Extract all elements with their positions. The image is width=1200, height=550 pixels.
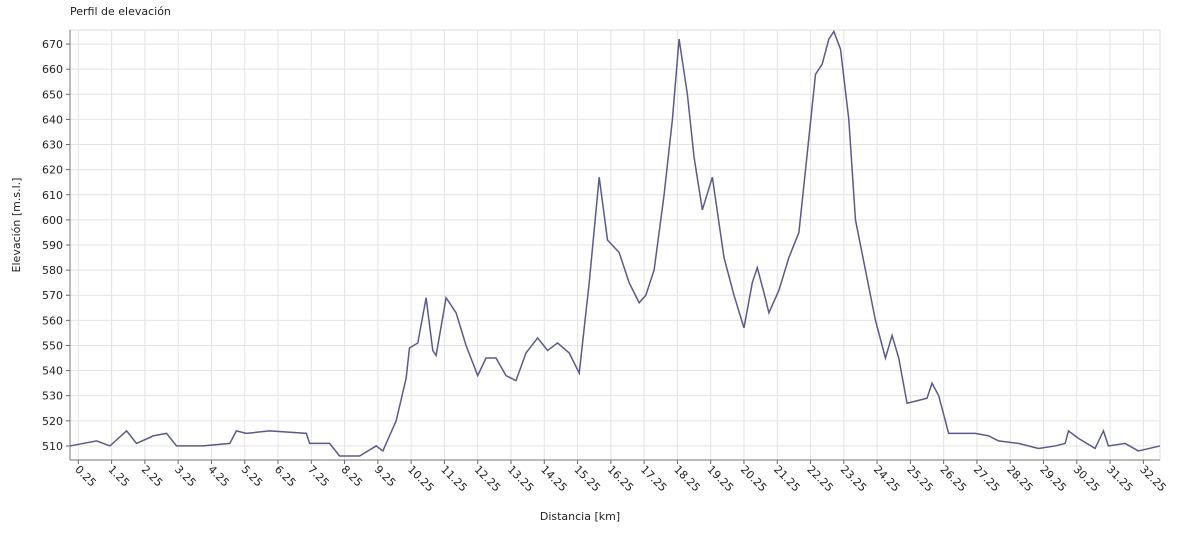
x-tick-label: 11.25 bbox=[438, 463, 469, 494]
chart-title: Perfil de elevación bbox=[70, 5, 171, 18]
y-tick-label: 570 bbox=[42, 289, 63, 302]
x-tick-label: 23.25 bbox=[838, 463, 869, 494]
x-tick-label: 19.25 bbox=[705, 463, 736, 494]
x-tick-label: 13.25 bbox=[505, 463, 536, 494]
y-tick-label: 520 bbox=[42, 415, 63, 428]
x-tick-label: 1.25 bbox=[105, 463, 132, 490]
x-tick-label: 28.25 bbox=[1004, 463, 1035, 494]
x-tick-label: 14.25 bbox=[538, 463, 569, 494]
x-tick-label: 22.25 bbox=[804, 463, 835, 494]
x-tick-label: 20.25 bbox=[738, 463, 769, 494]
x-tick-label: 27.25 bbox=[971, 463, 1002, 494]
x-tick-label: 18.25 bbox=[671, 463, 702, 494]
y-tick-label: 580 bbox=[42, 264, 63, 277]
x-tick-label: 24.25 bbox=[871, 463, 902, 494]
x-tick-label: 4.25 bbox=[205, 463, 232, 490]
x-tick-label: 5.25 bbox=[239, 463, 266, 490]
y-tick-label: 590 bbox=[42, 239, 63, 252]
elevation-line bbox=[69, 29, 1161, 457]
x-tick-label: 31.25 bbox=[1104, 463, 1135, 494]
x-tick-label: 26.25 bbox=[938, 463, 969, 494]
y-tick-label: 600 bbox=[42, 214, 63, 227]
x-tick-label: 32.25 bbox=[1137, 463, 1168, 494]
y-tick-label: 540 bbox=[42, 365, 63, 378]
x-tick-label: 2.25 bbox=[139, 463, 166, 490]
y-tick-label: 610 bbox=[42, 189, 63, 202]
y-tick-label: 620 bbox=[42, 164, 63, 177]
x-axis-label: Distancia [km] bbox=[540, 510, 620, 523]
x-tick-label: 17.25 bbox=[638, 463, 669, 494]
x-tick-label: 6.25 bbox=[272, 463, 299, 490]
y-tick-label: 560 bbox=[42, 314, 63, 327]
x-tick-label: 9.25 bbox=[372, 463, 399, 490]
y-tick-label: 550 bbox=[42, 339, 63, 352]
x-tick-label: 21.25 bbox=[771, 463, 802, 494]
x-tick-label: 16.25 bbox=[605, 463, 636, 494]
y-tick-label: 630 bbox=[42, 139, 63, 152]
y-tick-label: 650 bbox=[42, 88, 63, 101]
x-tick-label: 25.25 bbox=[904, 463, 935, 494]
x-tick-label: 7.25 bbox=[305, 463, 332, 490]
y-tick-label: 640 bbox=[42, 113, 63, 126]
x-tick-label: 0.25 bbox=[72, 463, 99, 490]
x-tick-label: 3.25 bbox=[172, 463, 199, 490]
y-tick-label: 660 bbox=[42, 63, 63, 76]
x-tick-label: 10.25 bbox=[405, 463, 436, 494]
y-tick-label: 510 bbox=[42, 440, 63, 453]
y-axis-label: Elevación [m.s.l.] bbox=[10, 178, 23, 273]
x-tick-label: 15.25 bbox=[571, 463, 602, 494]
x-tick-label: 12.25 bbox=[472, 463, 503, 494]
x-tick-label: 29.25 bbox=[1037, 463, 1068, 494]
x-tick-label: 8.25 bbox=[338, 463, 365, 490]
y-tick-label: 670 bbox=[42, 38, 63, 51]
x-tick-label: 30.25 bbox=[1071, 463, 1102, 494]
y-tick-label: 530 bbox=[42, 390, 63, 403]
